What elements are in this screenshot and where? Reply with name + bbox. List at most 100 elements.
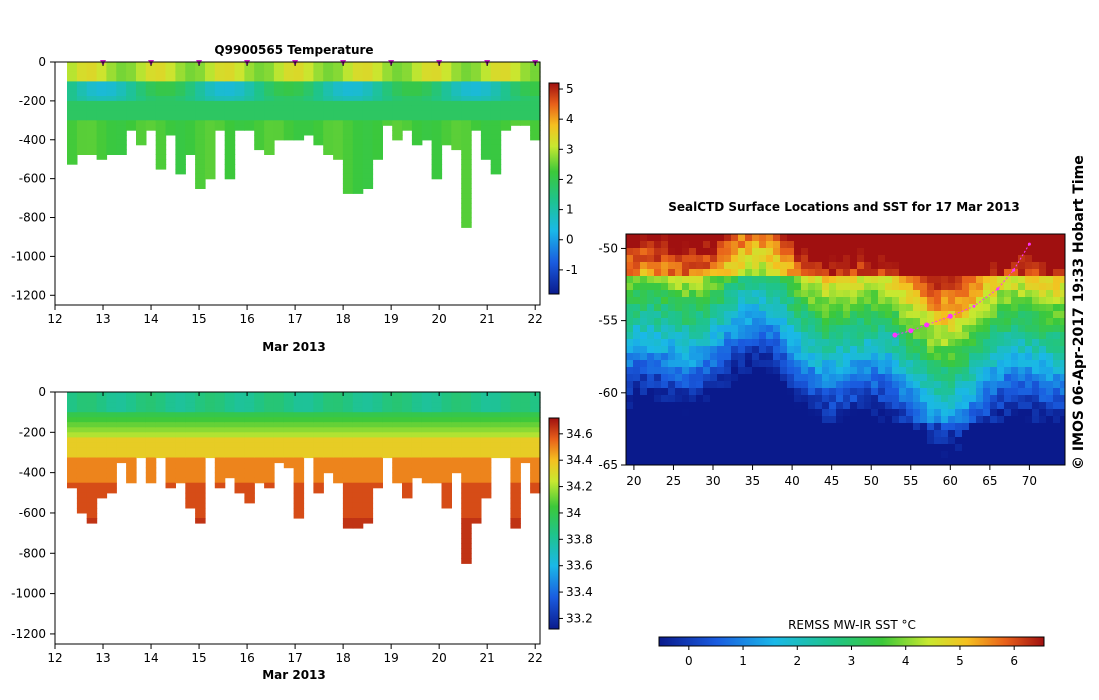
data-cell xyxy=(411,115,423,121)
data-cell xyxy=(490,71,502,78)
sst-cell xyxy=(752,318,759,325)
data-cell xyxy=(451,412,462,418)
data-cell xyxy=(461,76,472,83)
data-cell xyxy=(254,71,265,78)
data-cell xyxy=(293,76,305,83)
data-cell xyxy=(451,96,462,102)
sst-cell xyxy=(1060,262,1065,269)
data-cell xyxy=(195,149,206,155)
data-cell xyxy=(362,173,374,180)
sst-cell xyxy=(661,297,668,304)
data-cell xyxy=(362,159,374,165)
salinity-x-ticks: 12 13 14 15 16 17 18 19 20 21 22 xyxy=(47,392,543,665)
sst-cell xyxy=(647,451,654,458)
sst-cell xyxy=(766,437,773,444)
sst-cell xyxy=(682,297,689,304)
data-cell xyxy=(244,492,255,499)
data-cell xyxy=(342,81,354,87)
sst-cell xyxy=(738,339,745,346)
data-cell xyxy=(224,173,236,180)
data-cell xyxy=(303,125,314,131)
data-cell xyxy=(382,81,393,87)
data-cell xyxy=(283,96,295,102)
sst-cell xyxy=(969,381,976,388)
sst-cell xyxy=(724,304,731,311)
sst-cell xyxy=(801,367,808,374)
sst-cell xyxy=(857,402,864,409)
data-cell xyxy=(303,62,314,68)
sst-cell xyxy=(654,458,661,465)
data-cell xyxy=(283,115,295,121)
data-cell xyxy=(205,159,216,165)
data-cell xyxy=(402,66,413,73)
sst-cell xyxy=(843,283,850,290)
sst-cell xyxy=(731,283,738,290)
sst-map-panel: SealCTD Surface Locations and SST for 17… xyxy=(598,200,1066,668)
sst-cell xyxy=(815,339,822,346)
sst-cell xyxy=(766,290,773,297)
sst-cell xyxy=(773,402,780,409)
data-cell xyxy=(86,467,98,474)
sst-cell xyxy=(1046,458,1053,465)
data-cell xyxy=(86,452,98,459)
data-cell xyxy=(67,125,78,131)
data-cell xyxy=(224,154,236,160)
data-cell xyxy=(372,392,383,398)
data-cell xyxy=(224,134,236,141)
data-cell xyxy=(480,392,492,398)
sst-cell xyxy=(745,339,752,346)
sst-cell xyxy=(920,346,927,353)
data-cell xyxy=(106,472,117,479)
sst-cell xyxy=(1032,262,1039,269)
sst-cell xyxy=(899,311,906,318)
data-cell xyxy=(76,422,88,428)
data-cell xyxy=(244,397,255,403)
data-cell xyxy=(421,447,433,453)
data-cell xyxy=(362,462,374,469)
sst-cell xyxy=(997,262,1004,269)
data-cell xyxy=(421,115,433,121)
data-cell xyxy=(293,125,305,131)
data-cell xyxy=(264,397,275,403)
sst-cell xyxy=(857,430,864,437)
sst-cell xyxy=(766,395,773,402)
data-cell xyxy=(234,392,245,398)
data-cell xyxy=(313,437,324,443)
data-cell xyxy=(313,100,324,107)
data-cell xyxy=(510,507,521,514)
sst-cell xyxy=(1053,269,1060,276)
data-cell xyxy=(333,452,344,459)
sst-cell xyxy=(899,262,906,269)
data-cell xyxy=(461,533,472,539)
data-cell xyxy=(510,432,521,438)
sst-cell xyxy=(885,374,892,381)
data-cell xyxy=(441,417,452,423)
sst-cell xyxy=(829,241,836,248)
sst-cell xyxy=(682,234,689,241)
sst-cell xyxy=(1060,388,1065,395)
data-cell xyxy=(431,144,443,151)
salinity-y-ticks: 0-200-400-600-800-1000-1200 xyxy=(11,385,55,641)
data-cell xyxy=(530,477,541,484)
sst-cell xyxy=(759,402,766,409)
sst-cell xyxy=(1032,437,1039,444)
data-cell xyxy=(264,477,275,484)
sst-cell xyxy=(878,367,885,374)
data-cell xyxy=(461,417,472,423)
salinity-colorbar xyxy=(548,417,560,630)
data-cell xyxy=(362,422,374,428)
data-cell xyxy=(490,130,502,136)
data-cell xyxy=(431,472,443,479)
data-cell xyxy=(293,497,305,504)
data-cell xyxy=(352,457,364,464)
sst-cell xyxy=(675,269,682,276)
sst-cell xyxy=(906,367,913,374)
sst-cell xyxy=(822,297,829,304)
sst-cell xyxy=(773,297,780,304)
data-cell xyxy=(313,457,324,464)
data-cell xyxy=(480,81,492,87)
sst-cell xyxy=(885,409,892,416)
data-cell xyxy=(461,507,472,514)
sst-cell xyxy=(1046,262,1053,269)
data-cell xyxy=(175,402,186,408)
